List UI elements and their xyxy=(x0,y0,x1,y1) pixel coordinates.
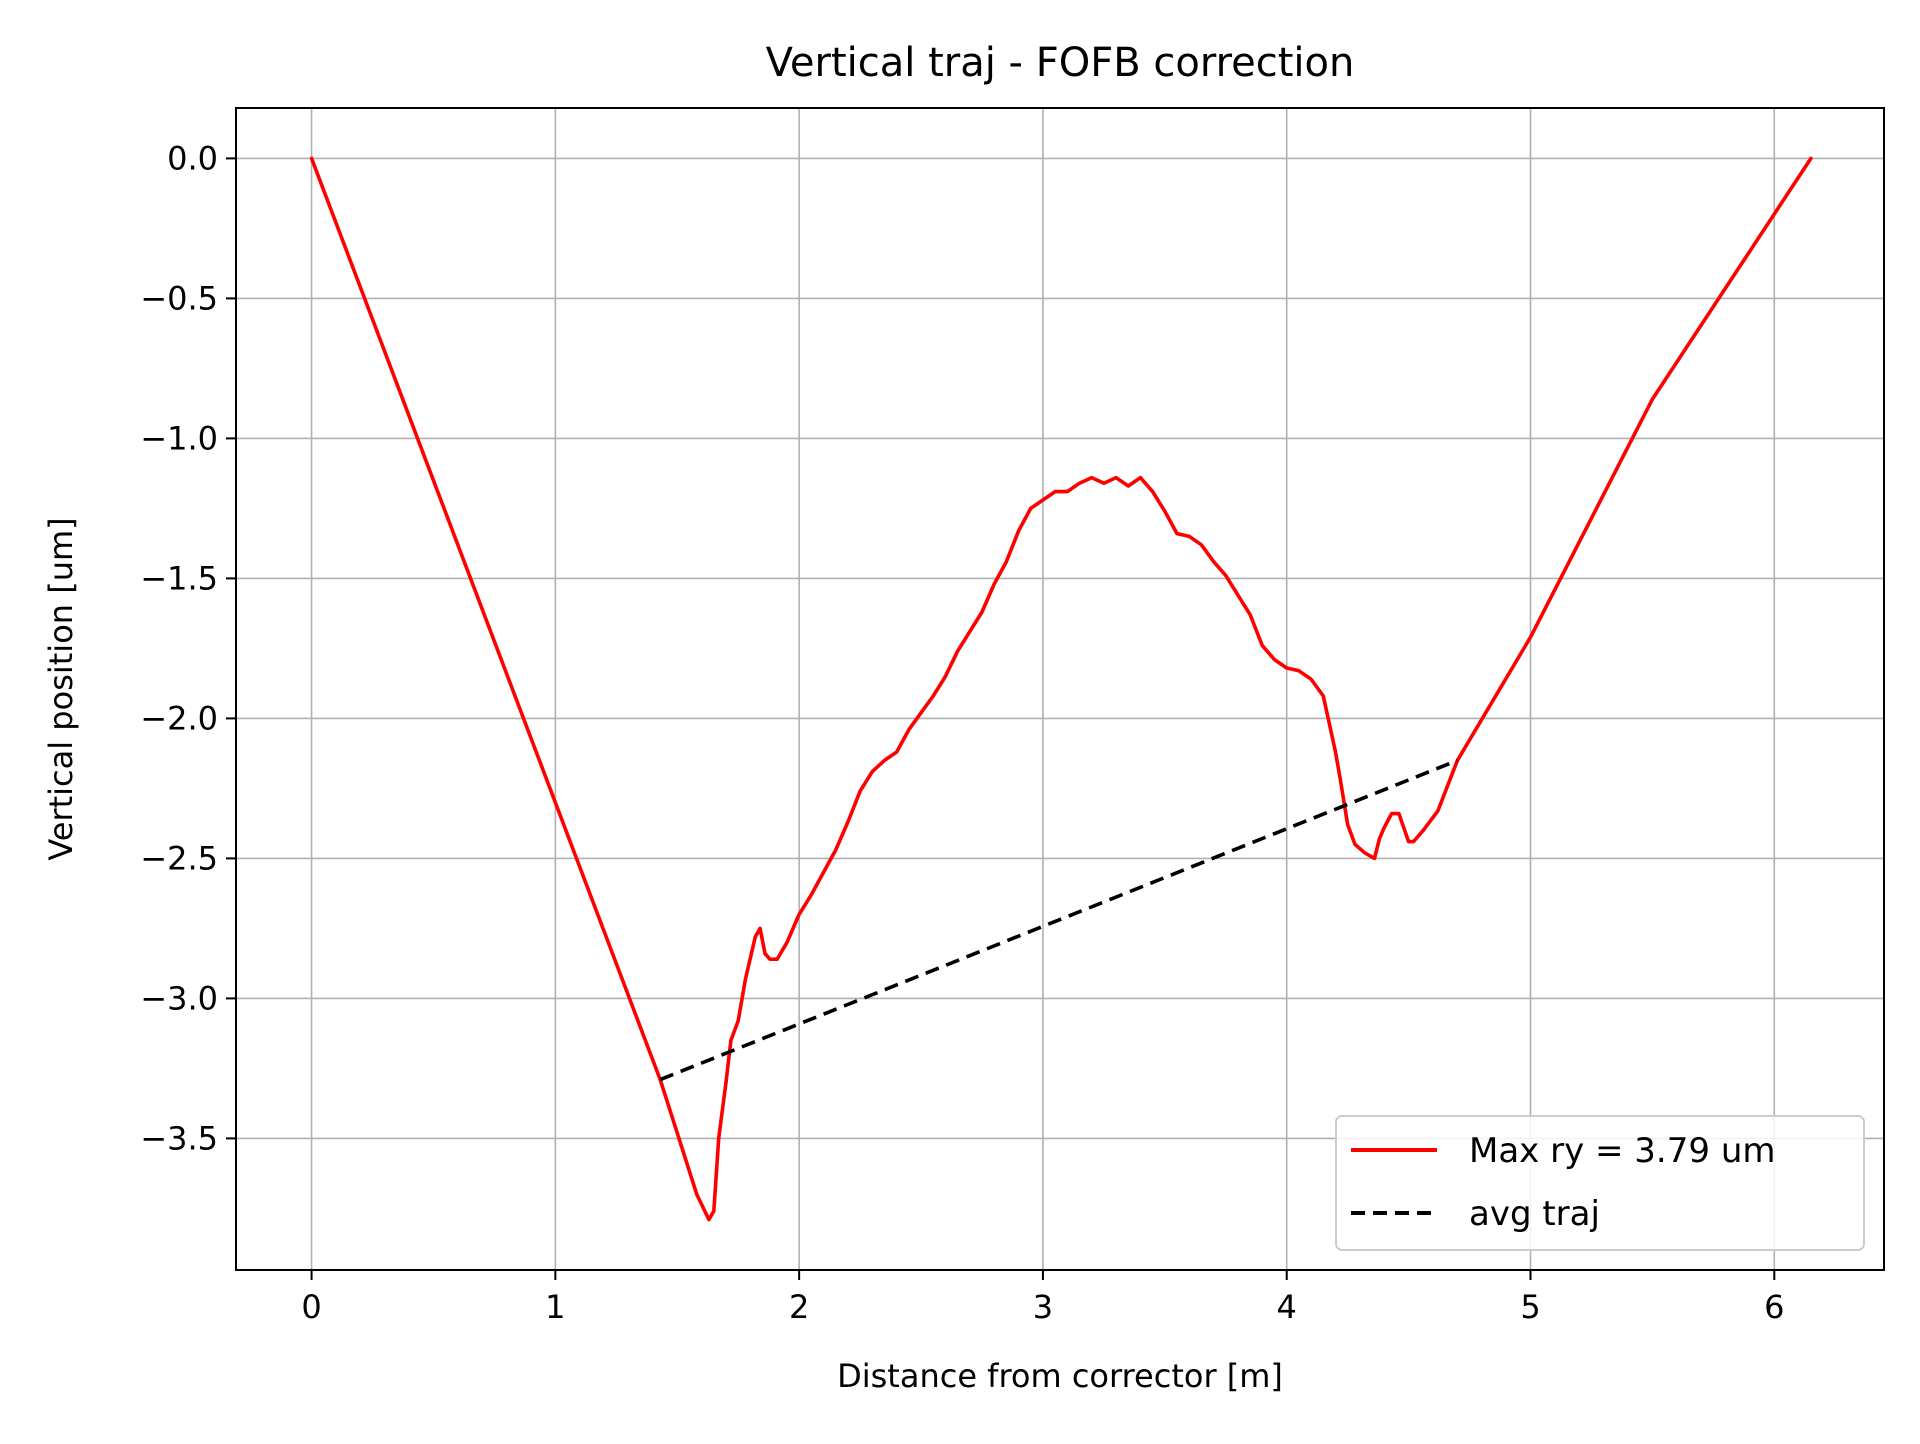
y-tick-label: −3.0 xyxy=(140,979,218,1017)
y-tick-label: −1.0 xyxy=(140,419,218,457)
legend-box xyxy=(1335,1115,1865,1251)
y-tick-label: −0.5 xyxy=(140,279,218,317)
x-tick-label: 2 xyxy=(789,1288,809,1326)
x-tick-label: 1 xyxy=(545,1288,565,1326)
series-line-max-ry xyxy=(309,156,1813,1222)
y-tick-label: −2.5 xyxy=(140,839,218,877)
legend-label-max-ry: Max ry = 3.79 um xyxy=(1469,1131,1775,1171)
x-tick-label: 5 xyxy=(1520,1288,1540,1326)
y-tick-label: −1.5 xyxy=(140,559,218,597)
axis-ticks: 0 1 2 3 4 5 6 0.0 −0.5 −1.0 −1.5 −2.0 −2.5 −3.0 −3.5 xyxy=(140,139,1784,1326)
x-tick-label: 6 xyxy=(1764,1288,1784,1326)
chart-title: Vertical traj - FOFB correction xyxy=(766,40,1355,86)
y-tick-label: −3.5 xyxy=(140,1119,218,1157)
plot-frame xyxy=(235,107,1885,1271)
y-tick-label: 0.0 xyxy=(167,139,218,177)
x-axis-label: Distance from corrector [m] xyxy=(837,1357,1283,1395)
grid xyxy=(236,108,1884,1270)
series-layer xyxy=(309,156,1813,1222)
x-tick-label: 0 xyxy=(301,1288,321,1326)
legend-label-avg-traj: avg traj xyxy=(1469,1194,1600,1234)
x-tick-label: 3 xyxy=(1033,1288,1053,1326)
x-tick-label: 4 xyxy=(1277,1288,1297,1326)
y-axis-label: Vertical position [um] xyxy=(42,517,80,860)
series-line-avg-traj xyxy=(659,758,1459,1082)
legend: Max ry = 3.79 um avg traj xyxy=(1335,1115,1865,1251)
y-tick-label: −2.0 xyxy=(140,699,218,737)
